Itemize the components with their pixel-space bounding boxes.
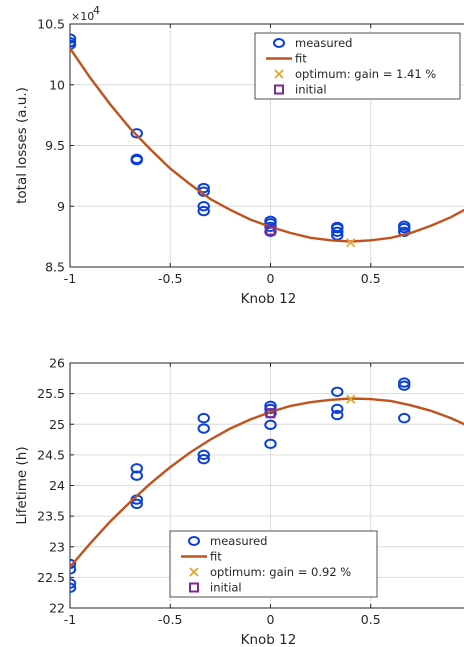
legend-initial-marker [274, 84, 284, 95]
measured-point [130, 470, 143, 481]
measured-point [264, 221, 277, 233]
measured-point [70, 578, 77, 589]
y-exponent-power: 4 [93, 4, 100, 17]
y-tick-label: 8.5 [45, 260, 65, 275]
legend-measured-marker [188, 536, 200, 546]
x-tick-label: 0.5 [361, 271, 381, 286]
measured-point [197, 449, 210, 461]
legend-label: measured [210, 534, 267, 548]
measured-point [331, 409, 344, 421]
legend-box [254, 32, 461, 100]
measured-point [197, 423, 210, 434]
initial-point [265, 225, 276, 236]
measured-point [264, 419, 277, 431]
x-tick-label: 0 [267, 612, 275, 627]
x-tick-label: -0.5 [158, 612, 182, 627]
measured-point [130, 128, 143, 139]
y-tick-label: 23.5 [37, 509, 65, 524]
y-tick-label: 25.5 [37, 386, 65, 401]
legend-label: initial [295, 83, 327, 97]
y-tick-label: 9 [57, 199, 65, 214]
measured-point [197, 182, 210, 194]
fit-line [70, 397, 464, 568]
legend-optimum-marker [274, 69, 284, 79]
measured-point [398, 380, 411, 391]
x-tick-label: -1 [64, 612, 76, 627]
legend-label: fit [295, 52, 307, 66]
y-tick-label: 25 [49, 417, 65, 432]
measured-point [264, 438, 277, 450]
legend-label: initial [210, 581, 242, 595]
x-tick-label: -1 [64, 271, 76, 286]
legend-box [169, 530, 378, 598]
y-tick-label: 26 [49, 356, 65, 371]
x-tick-label: 0.5 [361, 612, 381, 627]
measured-point [398, 222, 411, 234]
measured-point [197, 453, 210, 465]
measured-point [331, 226, 344, 237]
y-axis-label: total losses (a.u.) [14, 87, 30, 204]
y-tick-label: 24.5 [37, 447, 65, 462]
y-axis-label: Lifetime (h) [14, 446, 30, 524]
measured-point [130, 498, 143, 510]
optimum-point [346, 394, 356, 404]
legend-label: fit [210, 550, 222, 564]
y-tick-label: 10.5 [37, 17, 65, 32]
plot-area [70, 33, 464, 248]
measured-point [398, 377, 411, 388]
legend-label: optimum: gain = 0.92 % [210, 565, 351, 579]
measured-point [70, 582, 77, 593]
x-axis-label: Knob 12 [241, 291, 297, 307]
measured-point [331, 386, 344, 397]
y-tick-label: 22 [49, 601, 65, 616]
y-tick-label: 24 [49, 478, 65, 493]
x-tick-label: 0 [267, 271, 275, 286]
measured-point [197, 412, 210, 424]
measured-point [197, 205, 210, 217]
measured-point [331, 222, 344, 234]
plot-area [70, 377, 464, 593]
measured-point [70, 558, 77, 570]
legend-initial-marker [189, 582, 199, 593]
optimum-point [346, 238, 356, 248]
y-tick-label: 23 [49, 539, 65, 554]
chart-lifetime: -1-0.500.512222.52323.52424.52525.526Kno… [14, 356, 464, 647]
legend-optimum-marker [189, 567, 199, 577]
measured-point [331, 403, 344, 415]
y-tick-label: 10 [49, 77, 65, 92]
initial-point [265, 408, 276, 419]
measured-point [197, 201, 210, 212]
legend-label: measured [295, 36, 352, 50]
measured-point [70, 33, 77, 44]
legend-measured-marker [273, 38, 285, 48]
y-tick-label: 9.5 [45, 138, 65, 153]
measured-point [398, 226, 411, 237]
y-tick-label: 22.5 [37, 570, 65, 585]
x-axis-label: Knob 12 [241, 632, 297, 647]
measured-point [130, 463, 143, 474]
measured-point [398, 412, 411, 424]
y-exponent: ×10 [71, 10, 94, 23]
measured-point [130, 154, 143, 166]
legend-label: optimum: gain = 1.41 % [295, 67, 436, 81]
x-tick-label: -0.5 [158, 271, 182, 286]
